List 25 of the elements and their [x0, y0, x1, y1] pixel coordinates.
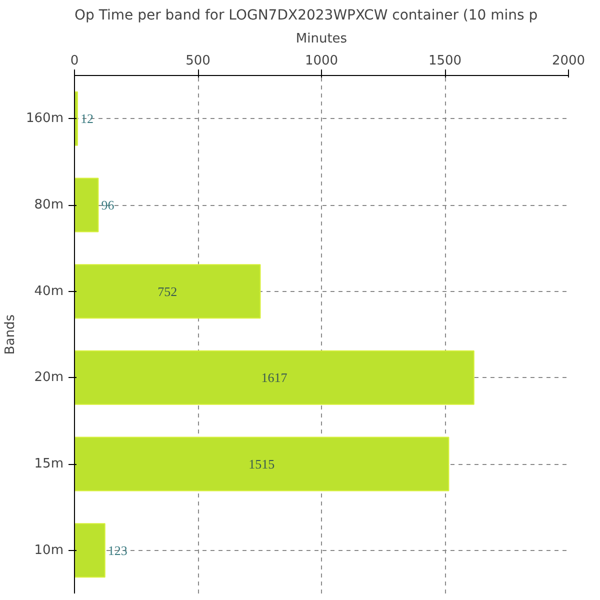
y-tick-label: 20m: [34, 370, 64, 386]
chart-title: Op Time per band for LOGN7DX2023WPXCW container (10 mins p: [74, 8, 538, 24]
bar: [74, 436, 450, 492]
y-axis-title: Bands: [3, 314, 18, 355]
bar: [74, 178, 99, 232]
data-label: 752: [158, 284, 178, 299]
bar: [74, 350, 474, 405]
bar: [74, 523, 106, 578]
data-label: 123: [108, 542, 128, 558]
y-tick-label: 40m: [34, 284, 64, 299]
x-tick-label: 2000: [552, 54, 586, 68]
x-axis-title: Minutes: [296, 32, 348, 46]
y-tick-label: 160m: [26, 111, 64, 126]
x-tick-label: 0: [70, 54, 79, 68]
x-tick-label: 500: [186, 54, 210, 68]
y-tick-label: 10m: [34, 542, 64, 558]
data-label: 1515: [248, 456, 275, 472]
data-label: 12: [80, 111, 94, 126]
y-tick-label: 80m: [34, 198, 64, 212]
data-label: 96: [101, 198, 115, 212]
data-label: 1617: [261, 370, 288, 386]
bar: [74, 264, 261, 319]
x-tick-label: 1500: [428, 54, 462, 68]
x-tick-label: 1000: [304, 54, 338, 68]
y-tick-label: 15m: [34, 456, 64, 472]
